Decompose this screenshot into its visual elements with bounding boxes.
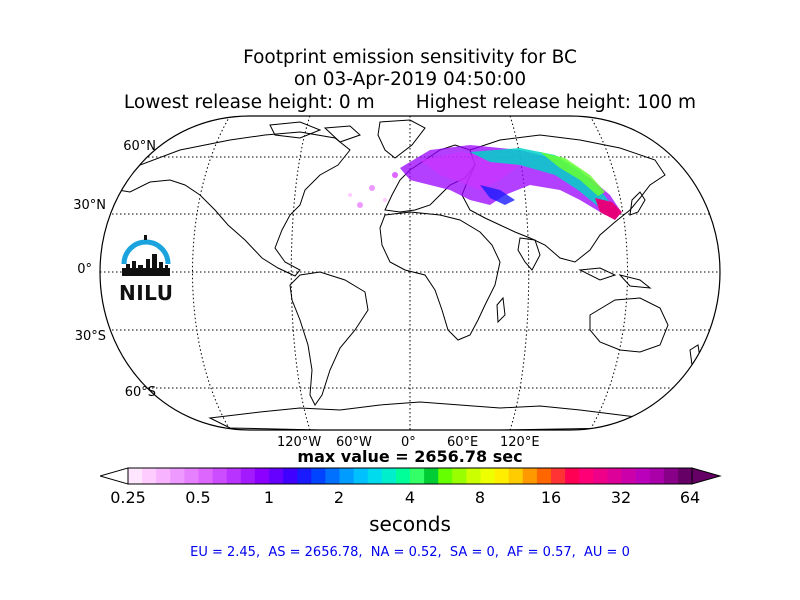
colorbar-swatch	[170, 468, 185, 484]
colorbar-tick-3: 2	[333, 488, 345, 507]
plume-high	[595, 198, 622, 220]
emission-plume	[348, 145, 622, 220]
colorbar-swatch	[325, 468, 340, 484]
colorbar-tick-2: 1	[263, 488, 275, 507]
colorbar-swatch	[410, 468, 425, 484]
colorbar-swatch	[663, 468, 679, 484]
north-america-outline	[117, 131, 351, 277]
colorbar-tick-0: 0.25	[110, 488, 146, 507]
colorbar-swatch	[551, 468, 566, 484]
colorbar-tick-1: 0.5	[185, 488, 211, 507]
colorbar-swatch	[494, 468, 510, 484]
colorbar-swatch	[522, 468, 538, 484]
colorbar-unit-label: seconds	[369, 512, 451, 536]
lat-label-60s: 60°S	[124, 385, 156, 400]
south-america-outline	[289, 271, 369, 406]
lon-label-0: 0°	[401, 435, 416, 450]
colorbar-swatch	[621, 468, 636, 484]
title-line-3: Lowest release height: 0 m Highest relea…	[123, 92, 697, 113]
lon-label-120w: 120°W	[277, 435, 322, 450]
colorbar-swatch	[466, 468, 481, 484]
lon-label-60w: 60°W	[336, 435, 372, 450]
greenland-outline	[377, 119, 426, 159]
colorbar-swatch	[607, 468, 622, 484]
colorbar-swatch	[579, 468, 594, 484]
title-line-2: on 03-Apr-2019 04:50:00	[293, 69, 527, 90]
colorbar-swatch	[649, 468, 665, 484]
colorbar-swatch	[339, 468, 354, 484]
colorbar	[100, 467, 722, 485]
colorbar-swatch	[254, 468, 270, 484]
colorbar-swatch	[381, 468, 397, 484]
colorbar-swatch	[565, 468, 580, 484]
nilu-logo	[121, 235, 171, 276]
colorbar-swatch	[424, 468, 439, 484]
colorbar-swatch	[635, 468, 651, 484]
colorbar-frame	[127, 467, 693, 485]
map-border	[99, 115, 721, 431]
colorbar-swatch	[438, 468, 453, 484]
colorbar-over-arrow	[691, 467, 722, 485]
colorbar-swatch	[269, 468, 284, 484]
max-value-label: max value = 2656.78 sec	[297, 447, 523, 466]
plume-green	[540, 152, 605, 196]
plume-mid	[470, 148, 612, 208]
colorbar-swatch	[226, 468, 242, 484]
asia-outline	[461, 134, 666, 263]
lat-label-0: 0°	[77, 262, 92, 277]
colorbar-swatch	[283, 468, 298, 484]
lon-label-120e: 120°E	[500, 435, 540, 450]
colorbar-tick-8: 64	[679, 488, 701, 507]
colorbar-swatch	[353, 468, 369, 484]
region-stats: EU = 2.45, AS = 2656.78, NA = 0.52, SA =…	[190, 545, 630, 560]
colorbar-swatch	[311, 468, 326, 484]
colorbar-swatch	[508, 468, 524, 484]
colorbar-swatch	[198, 468, 213, 484]
africa-outline	[379, 211, 501, 341]
lat-label-30n: 30°N	[73, 198, 106, 213]
colorbar-tick-5: 8	[474, 488, 486, 507]
colorbar-under-arrow	[100, 467, 129, 485]
antarctica-outline	[208, 401, 661, 430]
colorbar-swatch	[142, 468, 157, 484]
lon-label-60e: 60°E	[447, 435, 479, 450]
colorbar-swatch	[452, 468, 467, 484]
colorbar-tick-7: 32	[610, 488, 632, 507]
title-line-1: Footprint emission sensitivity for BC	[243, 47, 577, 68]
colorbar-swatch	[395, 468, 411, 484]
colorbar-swatch	[593, 468, 608, 484]
colorbar-swatch	[128, 468, 143, 484]
colorbar-tick-6: 16	[540, 488, 562, 507]
colorbar-swatch	[480, 468, 495, 484]
colorbar-swatch	[367, 468, 383, 484]
nilu-logo-text: NILU	[119, 281, 174, 305]
colorbar-swatch	[212, 468, 228, 484]
australia-outline	[589, 297, 669, 353]
colorbar-swatch	[677, 468, 693, 484]
colorbar-swatch	[184, 468, 199, 484]
colorbar-swatch	[297, 468, 312, 484]
colorbar-swatch	[536, 468, 552, 484]
lat-label-60n: 60°N	[123, 139, 156, 154]
colorbar-swatch	[156, 468, 171, 484]
lat-label-30s: 30°S	[74, 329, 106, 344]
colorbar-tick-4: 4	[404, 488, 416, 507]
colorbar-swatch	[240, 468, 256, 484]
